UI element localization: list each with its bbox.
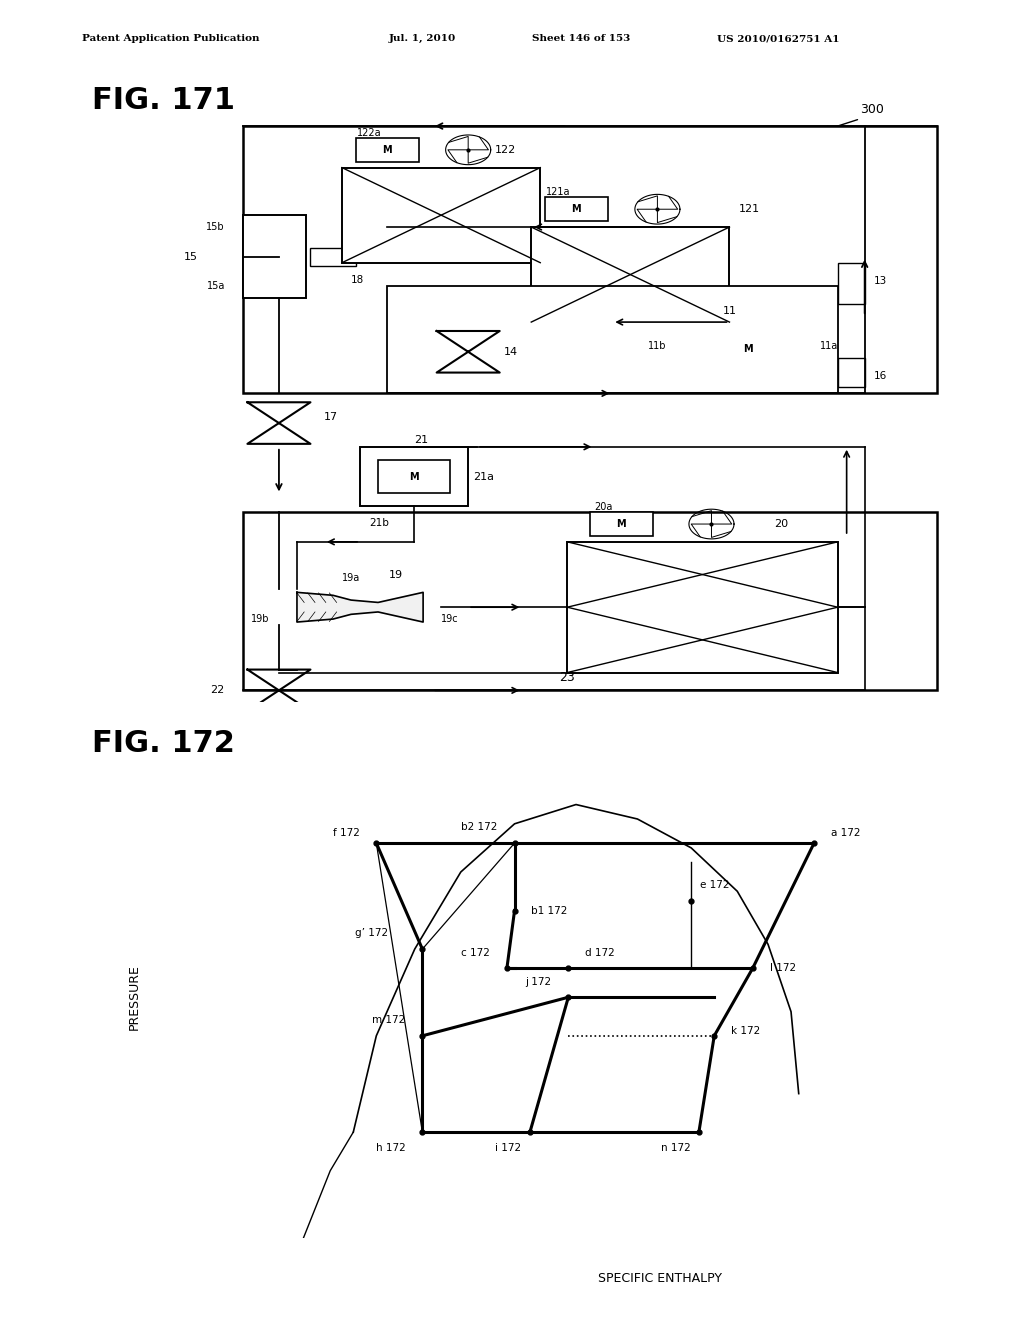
Bar	[378, 461, 451, 492]
Text: g’ 172: g’ 172	[355, 928, 389, 939]
Polygon shape	[297, 593, 423, 622]
Text: Sheet 146 of 153: Sheet 146 of 153	[532, 34, 631, 44]
Text: 19: 19	[389, 570, 403, 581]
Text: 20: 20	[774, 519, 788, 529]
Text: 19c: 19c	[441, 614, 459, 624]
Text: FIG. 171: FIG. 171	[92, 86, 236, 115]
Bar	[838, 358, 864, 388]
Text: Jul. 1, 2010: Jul. 1, 2010	[389, 34, 457, 44]
Bar	[838, 263, 864, 305]
Text: 13: 13	[873, 276, 887, 285]
Text: h 172: h 172	[376, 1143, 406, 1152]
Text: M: M	[410, 471, 419, 482]
Text: 20a: 20a	[594, 502, 612, 512]
Text: m 172: m 172	[373, 1015, 406, 1026]
Bar	[590, 512, 653, 536]
Bar	[310, 248, 355, 265]
Text: d 172: d 172	[586, 948, 615, 958]
Bar	[243, 512, 937, 690]
Text: b2 172: b2 172	[461, 822, 498, 833]
Text: 11: 11	[723, 306, 736, 315]
Text: 23: 23	[559, 672, 575, 684]
Text: 21: 21	[414, 436, 428, 445]
Text: j 172: j 172	[525, 977, 551, 986]
Text: 122: 122	[496, 145, 516, 154]
Bar	[712, 334, 783, 363]
Text: 14: 14	[504, 347, 518, 356]
Text: PRESSURE: PRESSURE	[128, 965, 141, 1030]
Bar	[684, 322, 811, 375]
Text: 15b: 15b	[206, 222, 225, 232]
Bar	[360, 446, 468, 507]
Bar	[355, 137, 419, 161]
Text: M: M	[616, 519, 626, 529]
Text: US 2010/0162751 A1: US 2010/0162751 A1	[717, 34, 840, 44]
Bar	[545, 197, 608, 220]
Text: 121: 121	[738, 205, 760, 214]
Text: 19b: 19b	[252, 614, 270, 624]
Text: 122a: 122a	[356, 128, 381, 139]
Text: 17: 17	[324, 412, 338, 422]
Bar	[243, 215, 306, 298]
Text: f 172: f 172	[333, 828, 359, 838]
Bar	[342, 168, 541, 263]
Bar	[531, 227, 729, 322]
Text: 19a: 19a	[342, 573, 360, 583]
Text: i 172: i 172	[496, 1143, 521, 1152]
Text: n 172: n 172	[660, 1143, 690, 1152]
Text: Patent Application Publication: Patent Application Publication	[82, 34, 259, 44]
Text: a 172: a 172	[831, 828, 860, 838]
Text: 15: 15	[184, 252, 198, 261]
Text: e 172: e 172	[699, 880, 729, 890]
Bar	[243, 125, 937, 393]
Text: l 172: l 172	[770, 964, 796, 973]
Text: M: M	[742, 343, 753, 354]
Text: b1 172: b1 172	[531, 906, 568, 916]
Text: 121a: 121a	[546, 187, 570, 197]
Text: 11a: 11a	[819, 341, 838, 351]
Text: 21b: 21b	[369, 519, 389, 528]
Text: 15a: 15a	[207, 281, 225, 292]
Text: 300: 300	[860, 103, 884, 116]
Text: k 172: k 172	[731, 1026, 761, 1035]
Text: 11b: 11b	[648, 341, 667, 351]
Text: M: M	[571, 205, 581, 214]
Text: c 172: c 172	[461, 948, 489, 958]
Text: FIG. 172: FIG. 172	[92, 729, 236, 758]
Text: 22: 22	[211, 685, 225, 696]
Bar	[387, 286, 838, 393]
Text: SPECIFIC ENTHALPY: SPECIFIC ENTHALPY	[598, 1272, 723, 1284]
Bar	[567, 541, 838, 672]
Text: 16: 16	[873, 371, 887, 380]
Text: M: M	[382, 145, 392, 154]
Text: 18: 18	[351, 275, 365, 285]
Text: 21a: 21a	[473, 471, 494, 482]
